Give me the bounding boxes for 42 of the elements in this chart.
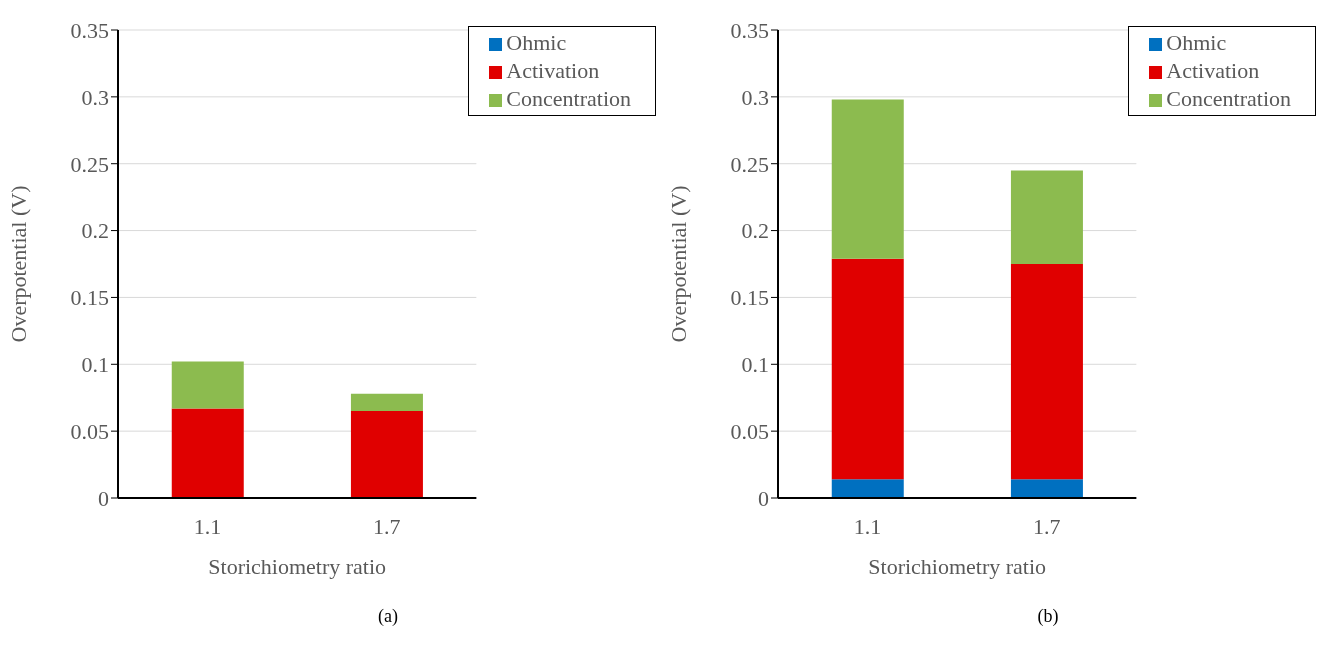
legend-label: Ohmic xyxy=(1166,30,1227,55)
text: (a) xyxy=(377,606,399,627)
legend-label: Concentration xyxy=(1166,86,1291,111)
y-tick-label: 0.15 xyxy=(730,285,769,311)
bar xyxy=(831,99,904,259)
y-tick-label: 0.35 xyxy=(70,17,109,43)
bar xyxy=(171,408,244,498)
x-axis-title: Storichiometry ratio xyxy=(868,554,1047,579)
y-tick-label: 0.3 xyxy=(81,84,109,110)
legend-label: Activation xyxy=(1166,58,1260,83)
y-tick-label: 0.25 xyxy=(70,151,109,177)
y-tick-label: 0.3 xyxy=(741,84,769,110)
y-tick-label: 0.15 xyxy=(70,285,109,311)
y-tick-label: 0.05 xyxy=(730,418,769,444)
bar xyxy=(1010,264,1083,480)
y-axis-title: Overpotential (V) xyxy=(665,185,691,343)
legend-label: Activation xyxy=(506,58,600,83)
y-tick-label: 0.2 xyxy=(81,218,109,244)
y-tick-label: 0.05 xyxy=(70,418,109,444)
y-tick-label: 0.1 xyxy=(741,352,769,378)
x-axis-title: Storichiometry ratio xyxy=(208,554,387,579)
y-tick-label: 0.2 xyxy=(741,218,769,244)
x-tick-label: 1.1 xyxy=(853,513,882,539)
bar xyxy=(350,411,423,498)
x-tick-label: 1.1 xyxy=(193,513,222,539)
y-tick-label: 0 xyxy=(98,485,109,511)
y-tick-label: 0.25 xyxy=(730,151,769,177)
legend-label: Concentration xyxy=(506,86,631,111)
y-axis-title: Overpotential (V) xyxy=(5,185,31,343)
y-tick-label: 0 xyxy=(758,485,769,511)
legend-label: Ohmic xyxy=(506,30,567,55)
x-tick-label: 1.7 xyxy=(373,513,401,539)
text: (b) xyxy=(1036,606,1060,627)
y-tick-label: 0.35 xyxy=(730,17,769,43)
bar xyxy=(1010,170,1083,264)
bar xyxy=(350,393,423,412)
bar xyxy=(831,258,904,480)
bar xyxy=(831,479,904,498)
bar xyxy=(1010,479,1083,498)
y-tick-label: 0.1 xyxy=(81,352,109,378)
x-tick-label: 1.7 xyxy=(1033,513,1061,539)
bar xyxy=(171,361,244,409)
